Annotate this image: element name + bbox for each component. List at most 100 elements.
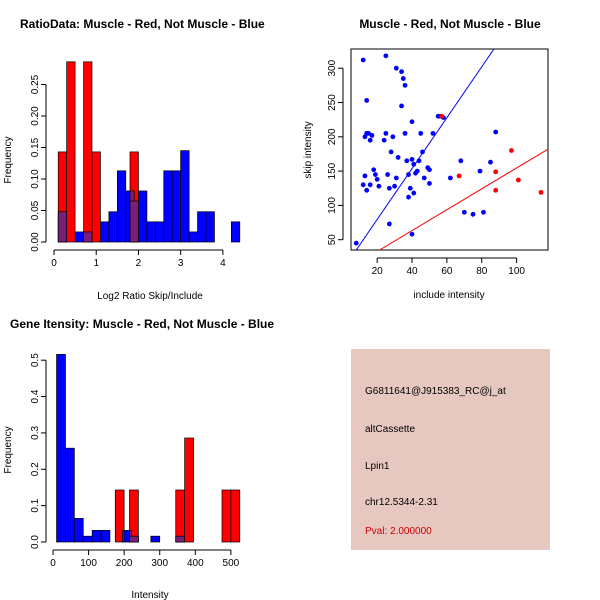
- x-tick-label: 80: [476, 266, 488, 277]
- overlap-bar: [122, 530, 125, 543]
- not-muscle-point: [366, 130, 371, 136]
- y-tick-label: 0.5: [30, 353, 41, 367]
- not-muscle-point: [411, 190, 417, 196]
- y-tick-label: 150: [327, 162, 338, 179]
- not-muscle-point: [411, 161, 417, 167]
- overlap-bar: [57, 211, 68, 243]
- not-muscle-bar: [100, 530, 111, 543]
- not-muscle-point: [399, 69, 404, 75]
- y-tick-label: 300: [327, 59, 338, 76]
- muscle-bar: [91, 151, 101, 243]
- not-muscle-point: [406, 194, 411, 200]
- ratio-x-label: Log2 Ratio Skip/Include: [97, 291, 203, 302]
- y-tick-label: 0.1: [30, 498, 41, 512]
- not-muscle-point: [385, 172, 391, 177]
- overlap-bar: [175, 535, 185, 543]
- not-muscle-point: [353, 240, 359, 246]
- y-tick-label: 0.4: [30, 389, 41, 403]
- overlap-bar: [129, 535, 139, 543]
- y-tick-label: 0.2: [30, 462, 41, 476]
- muscle-point: [493, 169, 499, 175]
- not-muscle-point: [406, 172, 411, 177]
- not-muscle-point: [421, 175, 427, 181]
- muscle-bar: [230, 489, 241, 543]
- ratio-bars: [57, 61, 241, 243]
- muscle-point: [508, 148, 514, 153]
- not-muscle-bar: [108, 211, 118, 243]
- scatter-y-label: skip intensity: [303, 121, 314, 178]
- not-muscle-point: [418, 130, 424, 136]
- not-muscle-point: [371, 167, 377, 173]
- y-tick-label: 0.00: [30, 232, 41, 252]
- not-muscle-point: [376, 183, 382, 189]
- muscle-bar: [221, 489, 232, 543]
- probe-id: G6811641@J915383_RC@j_at: [365, 386, 506, 397]
- not-muscle-bar: [205, 211, 215, 243]
- muscle-point: [538, 189, 544, 195]
- not-muscle-bar: [180, 150, 190, 243]
- not-muscle-point: [360, 182, 366, 188]
- y-tick-label: 200: [327, 128, 338, 145]
- not-muscle-point: [427, 181, 432, 186]
- y-tick-label: 0.20: [30, 106, 41, 126]
- ratio-axes: 0 1 2 3 4 0.00 0.05 0.10 0.15 0.20 0.25: [30, 74, 226, 269]
- scatter-plot-box: [350, 48, 549, 251]
- not-muscle-point: [402, 130, 408, 136]
- muscle-point: [456, 173, 462, 179]
- x-tick-label: 3: [178, 258, 184, 269]
- not-muscle-bar: [56, 354, 66, 543]
- y-tick-label: 250: [327, 94, 338, 111]
- scatter-axes: 20 40 60 80 100 50 100 150 200 250 300: [327, 59, 525, 277]
- not-muscle-point: [393, 175, 399, 181]
- x-tick-label: 200: [116, 558, 133, 569]
- scatter-points: [353, 53, 544, 246]
- x-tick-label: 0: [51, 258, 57, 269]
- muscle-point: [515, 177, 521, 183]
- not-muscle-point: [393, 65, 399, 71]
- muscle-fit-line: [378, 148, 548, 250]
- event-type: altCassette: [365, 424, 416, 435]
- not-muscle-bar: [65, 447, 75, 543]
- not-muscle-point: [364, 98, 370, 103]
- muscle-bar: [66, 61, 76, 243]
- chromosome-location: chr12.5344-2.31: [365, 497, 438, 508]
- not-muscle-bar: [230, 221, 241, 243]
- not-muscle-point: [395, 154, 401, 160]
- not-muscle-bar: [74, 231, 84, 243]
- intensity-axes: 0 100 200 300 400 500 0.0 0.1 0.2 0.3 0.4 0.5: [30, 353, 240, 569]
- not-muscle-bar: [73, 518, 84, 543]
- x-tick-label: 100: [508, 266, 525, 277]
- not-muscle-point: [461, 209, 467, 215]
- muscle-bar: [83, 61, 93, 243]
- not-muscle-point: [481, 209, 486, 215]
- y-tick-label: 0.15: [30, 137, 41, 157]
- not-muscle-point: [381, 137, 387, 143]
- not-muscle-point: [383, 53, 389, 59]
- not-muscle-bar: [116, 170, 127, 243]
- not-muscle-point: [360, 57, 366, 63]
- not-muscle-point: [402, 82, 408, 88]
- ratio-chart-title: RatioData: Muscle - Red, Not Muscle - Bl…: [20, 17, 265, 31]
- not-muscle-point: [493, 129, 499, 135]
- overlap-bar: [129, 200, 139, 243]
- intensity-x-label: Intensity: [131, 590, 168, 600]
- not-muscle-bar: [154, 221, 165, 243]
- x-tick-label: 4: [220, 258, 226, 269]
- x-tick-label: 300: [151, 558, 168, 569]
- ratio-y-label: Frequency: [3, 136, 14, 183]
- not-muscle-point: [374, 176, 380, 182]
- scatter-fit-lines: [355, 49, 548, 250]
- not-muscle-bar: [150, 535, 161, 543]
- muscle-point: [493, 187, 499, 193]
- not-muscle-point: [458, 158, 464, 164]
- y-tick-label: 0.05: [30, 200, 41, 220]
- ratio-histogram: RatioData: Muscle - Red, Not Muscle - Bl…: [3, 17, 265, 302]
- not-muscle-point: [414, 168, 420, 174]
- not-muscle-point: [386, 185, 392, 191]
- not-muscle-bar: [100, 221, 110, 243]
- not-muscle-point: [409, 157, 415, 162]
- scatter-chart-title: Muscle - Red, Not Muscle - Blue: [359, 17, 541, 31]
- not-muscle-point: [367, 137, 373, 143]
- x-tick-label: 2: [136, 258, 142, 269]
